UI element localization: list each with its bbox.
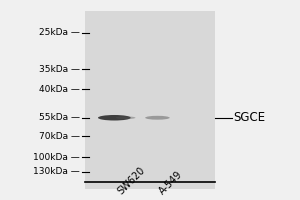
Text: 55kDa —: 55kDa — [39,113,80,122]
Text: 35kDa —: 35kDa — [39,65,80,74]
Ellipse shape [98,115,131,121]
Text: 70kDa —: 70kDa — [39,132,80,141]
Text: 40kDa —: 40kDa — [39,85,80,94]
Ellipse shape [116,116,135,119]
Text: A-549: A-549 [158,170,184,197]
Text: SW620: SW620 [116,165,147,197]
Ellipse shape [145,116,170,120]
Text: 130kDa —: 130kDa — [33,167,80,176]
FancyBboxPatch shape [85,11,215,189]
Text: 100kDa —: 100kDa — [33,153,80,162]
Text: 25kDa —: 25kDa — [39,28,80,37]
Text: SGCE: SGCE [233,111,265,124]
